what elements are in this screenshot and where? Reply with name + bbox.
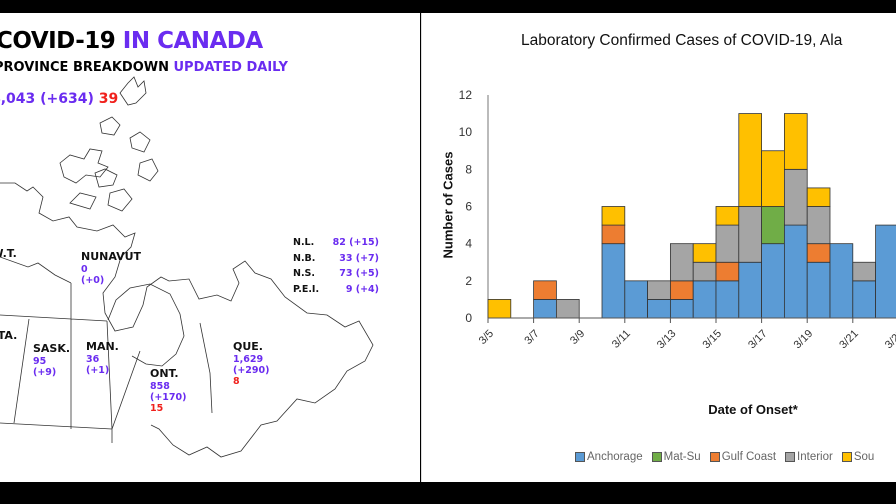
legend-item: Anchorage (575, 451, 643, 463)
x-tick-label: 3/15 (700, 328, 724, 352)
y-tick-label: 12 (459, 88, 473, 102)
canada-map (0, 76, 374, 458)
y-tick-label: 8 (465, 162, 472, 176)
province-nunavut: NUNAVUT 0 (+0) (81, 250, 142, 286)
legend-label: Sou (853, 451, 875, 463)
map-hudson-bay (107, 283, 185, 367)
bar-segment-anchorage (715, 280, 740, 319)
bar-segment-sou (715, 206, 740, 226)
bar-segment-anchorage (624, 280, 649, 319)
x-tick-label: 3/23 (883, 328, 896, 352)
canada-total: 4,043 (+634) 39 (0, 91, 119, 107)
atlantic-row: N.S. 73 (+5) (293, 268, 379, 279)
legend-item: Mat-Su (651, 451, 701, 463)
bar-segment-interior (738, 206, 762, 263)
x-tick-label: 3/5 (477, 328, 496, 347)
x-tick-label: 3/21 (837, 328, 861, 352)
bar-segment-anchorage (875, 224, 896, 319)
canada-title: COVID-19 IN CANADA (0, 28, 263, 54)
x-axis-title: Date of Onset* (708, 402, 798, 417)
bar-segment-anchorage (761, 243, 785, 319)
canada-subtitle: PROVINCE BREAKDOWN UPDATED DAILY (0, 60, 288, 75)
bar-segment-sou (738, 113, 762, 207)
x-tick-label: 3/11 (610, 328, 633, 351)
y-tick-label: 6 (465, 200, 472, 214)
bar-segment-sou (601, 206, 626, 226)
legend-swatch (575, 452, 585, 462)
bar-segment-interior (852, 261, 876, 282)
bar-segment-sou (806, 187, 831, 207)
alaska-chart-panel: Laboratory Confirmed Cases of COVID-19, … (421, 13, 896, 482)
map-province-borders (0, 256, 213, 443)
x-tick-label: 3/9 (568, 328, 587, 347)
legend-item: Interior (785, 451, 833, 463)
map-arctic-islands (59, 76, 159, 212)
legend-label: Interior (797, 451, 833, 463)
map-mainland-coast (0, 182, 374, 458)
bar-segment-anchorage (669, 299, 694, 319)
y-tick-label: 2 (465, 274, 472, 288)
atlantic-row: N.L. 82 (+15) (293, 237, 379, 248)
x-tick-label: 3/19 (792, 328, 816, 352)
province-ont: ONT. 858 (+170) 15 (150, 367, 187, 414)
x-tick-label: 3/7 (522, 328, 541, 347)
bar-segment-gulf-coast (533, 280, 557, 300)
legend-label: Gulf Coast (721, 451, 777, 463)
bar-segment-interior (647, 280, 671, 300)
canada-infographic: COVID-19 IN CANADA PROVINCE BREAKDOWN UP… (0, 13, 420, 482)
x-tick-label: 3/13 (655, 328, 679, 352)
y-tick-label: 10 (459, 125, 473, 139)
bar-segment-anchorage (647, 299, 671, 319)
bar-segment-interior (783, 168, 808, 226)
bar-segment-anchorage (738, 261, 762, 319)
legend-label: Anchorage (587, 451, 643, 463)
province-alta: ALTA. (0, 329, 18, 342)
bar-segment-anchorage (601, 243, 626, 319)
atlantic-row: P.E.I. 9 (+4) (293, 283, 379, 295)
y-tick-label: 0 (465, 311, 472, 325)
province-que: QUE. 1,629 (+290) 8 (233, 340, 270, 387)
bar-segment-interior (669, 243, 694, 282)
bar-segment-sou (783, 113, 808, 170)
bar-segment-anchorage (692, 280, 717, 319)
bar-segment-gulf-coast (601, 224, 626, 245)
legend-label: Mat-Su (663, 451, 701, 463)
legend-item: Sou (841, 451, 875, 463)
province-man: MAN. 36 (+1) (86, 340, 119, 376)
stacked-bar-chart: 0 2 4 6 8 10 12 3/5 3/7 3/9 3/11 3/13 3/15 3/17 3/19 3/… (459, 88, 896, 352)
bar-segment-anchorage (829, 243, 854, 319)
y-tick-label: 4 (465, 237, 472, 251)
chart-legend: Anchorage Mat-Su Gulf Coast Interior Sou (575, 451, 874, 463)
province-sask: SASK. 95 (+9) (33, 342, 71, 378)
legend-swatch (709, 452, 720, 462)
bar-segment-interior (715, 224, 740, 263)
bar-segment-anchorage (533, 299, 557, 319)
atlantic-row: N.B. 33 (+7) (293, 252, 379, 264)
bar-segment-gulf-coast (806, 243, 831, 263)
bar-segment-interior (806, 206, 831, 245)
bar-segment-gulf-coast (669, 280, 694, 300)
bar-segment-sou (692, 243, 717, 263)
chart-title: Laboratory Confirmed Cases of COVID-19, … (521, 32, 843, 49)
bar-segment-anchorage (783, 224, 808, 319)
bar-segment-mat-su (761, 206, 785, 245)
province-nwt: N.W.T. (0, 247, 17, 260)
bar-segment-interior (555, 299, 580, 319)
x-tick-label: 3/17 (746, 328, 770, 352)
bar-segment-anchorage (852, 280, 876, 319)
legend-swatch (651, 452, 662, 462)
legend-swatch (785, 452, 796, 462)
bar-segment-sou (487, 299, 512, 319)
bar-segment-sou (761, 150, 785, 207)
bar-segment-gulf-coast (715, 261, 740, 282)
legend-item: Gulf Coast (709, 451, 777, 463)
bar-segment-interior (692, 261, 717, 282)
legend-swatch (841, 452, 852, 462)
bar-segment-anchorage (806, 261, 831, 319)
atlantic-provinces-list: N.L. 82 (+15) N.B. 33 (+7) N.S. 73 (+5) P.E… (293, 237, 379, 299)
